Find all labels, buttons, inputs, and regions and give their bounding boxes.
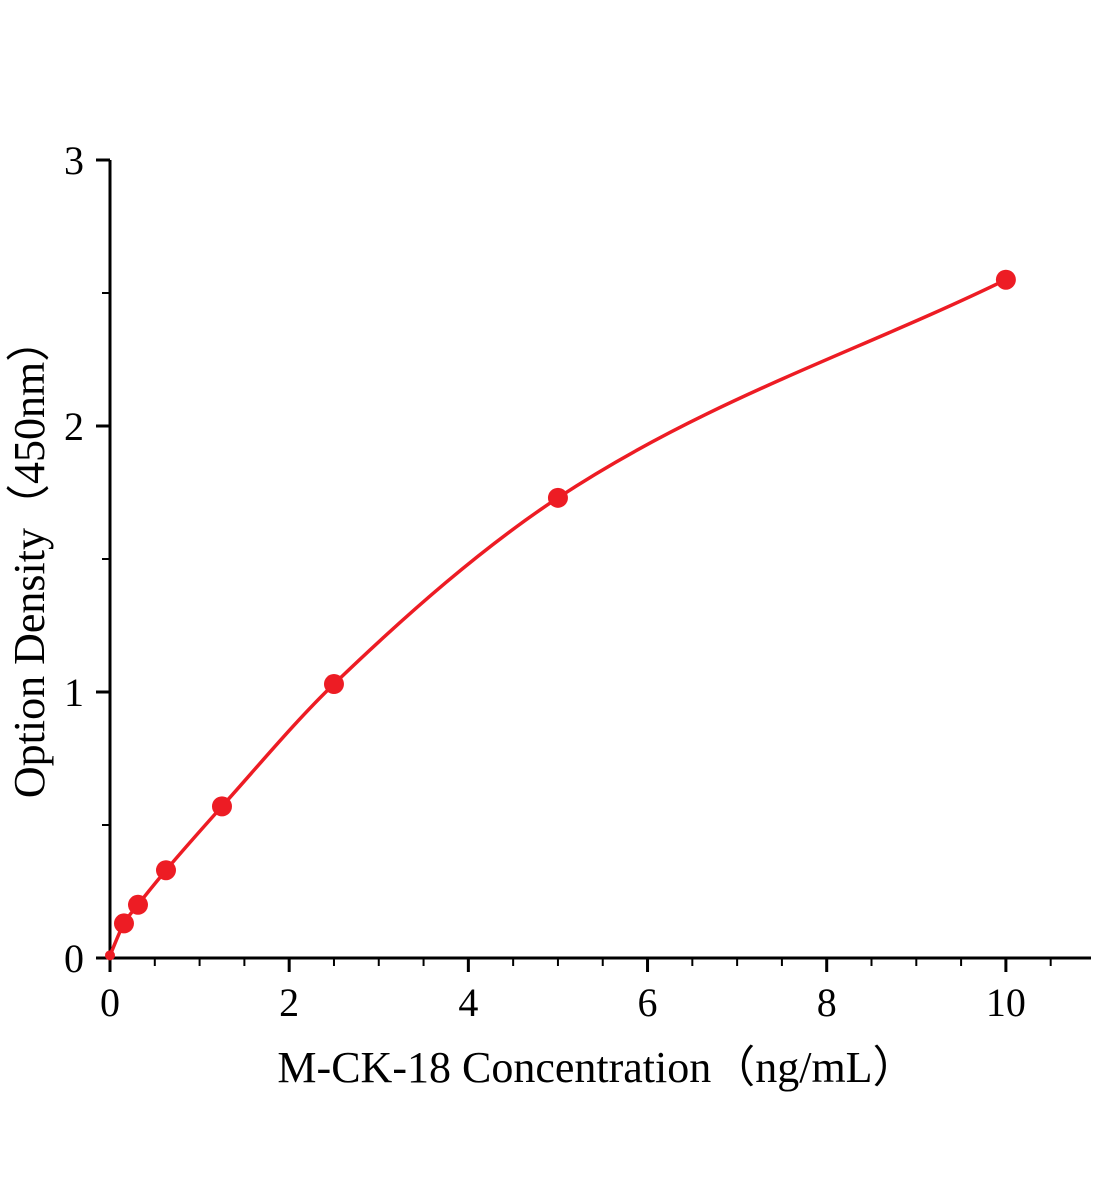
data-point	[105, 950, 115, 961]
data-point	[127, 894, 148, 915]
fit-curve	[108, 278, 1007, 957]
y-tick-label: 3	[64, 138, 84, 183]
y-tick-label: 1	[64, 670, 84, 715]
data-point	[211, 796, 232, 817]
x-tick-label: 0	[100, 980, 120, 1025]
x-axis-title: M-CK-18 Concentration（ng/mL）	[277, 1043, 916, 1092]
data-point	[995, 269, 1016, 290]
x-tick-label: 8	[817, 980, 837, 1025]
data-point	[113, 913, 134, 934]
axes: 0 2 4 6 8 10 0 1 2 3	[64, 138, 1091, 1025]
y-tick-label: 2	[64, 404, 84, 449]
x-tick-label: 6	[638, 980, 658, 1025]
y-tick-label: 0	[64, 936, 84, 981]
data-point	[547, 487, 568, 508]
data-series	[105, 269, 1016, 961]
y-axis-title: Option Density（450nm）	[5, 318, 54, 798]
x-tick-label: 4	[458, 980, 478, 1025]
data-point	[155, 860, 176, 881]
data-point	[323, 674, 344, 695]
x-tick-label: 2	[279, 980, 299, 1025]
x-tick-label: 10	[986, 980, 1026, 1025]
